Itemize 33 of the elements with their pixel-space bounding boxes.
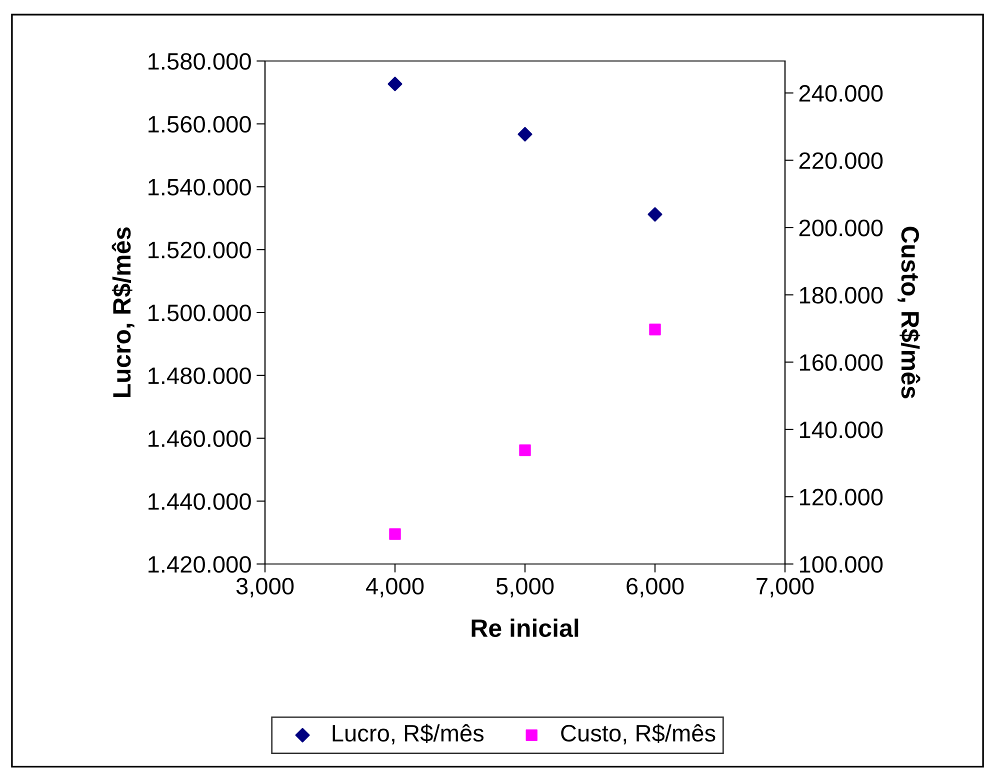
- point: [518, 126, 532, 142]
- legend-label: Lucro, R$/mês: [332, 724, 484, 744]
- y2-tick-label: 100.000: [800, 556, 883, 573]
- y2-tick-label: 120.000: [800, 488, 883, 506]
- y-tick-label: 1.460.000: [148, 430, 251, 448]
- y-tick-label: 1.540.000: [148, 178, 251, 196]
- x-tick-label: 6,000: [626, 578, 684, 598]
- y-tick-label: 1.500.000: [148, 304, 251, 322]
- point: [519, 444, 531, 456]
- point: [389, 528, 401, 540]
- y2-tick-label: 160.000: [800, 354, 883, 371]
- x-tick-label: 5,000: [496, 578, 554, 598]
- y-tick-label: 1.560.000: [148, 116, 251, 133]
- x-axis-title: Re inicial: [472, 618, 578, 638]
- x-tick-label: 3,000: [236, 578, 294, 598]
- y2-tick-label: 140.000: [800, 421, 883, 438]
- y-tick-label: 1.580.000: [148, 53, 251, 70]
- y2-axis-title: Custo, R$/mês: [898, 226, 920, 398]
- y2-tick-label: 220.000: [799, 152, 883, 170]
- y2-tick-label: 240.000: [799, 85, 883, 102]
- y2-tick-label: 200.000: [799, 220, 883, 236]
- y-tick-label: 1.480.000: [148, 367, 251, 384]
- point: [388, 76, 402, 92]
- x-tick-label: 7,000: [756, 578, 814, 598]
- y-axis-title: Lucro, R$/mês: [112, 227, 134, 397]
- point: [648, 207, 662, 222]
- legend-label: Custo, R$/mês: [561, 724, 716, 744]
- point: [649, 324, 661, 336]
- x-tick-label: 4,000: [366, 578, 424, 598]
- y-tick-label: 1.520.000: [148, 242, 251, 258]
- y-tick-label: 1.420.000: [148, 556, 251, 573]
- y2-tick-label: 180.000: [800, 286, 883, 304]
- y-tick-label: 1.440.000: [148, 493, 251, 510]
